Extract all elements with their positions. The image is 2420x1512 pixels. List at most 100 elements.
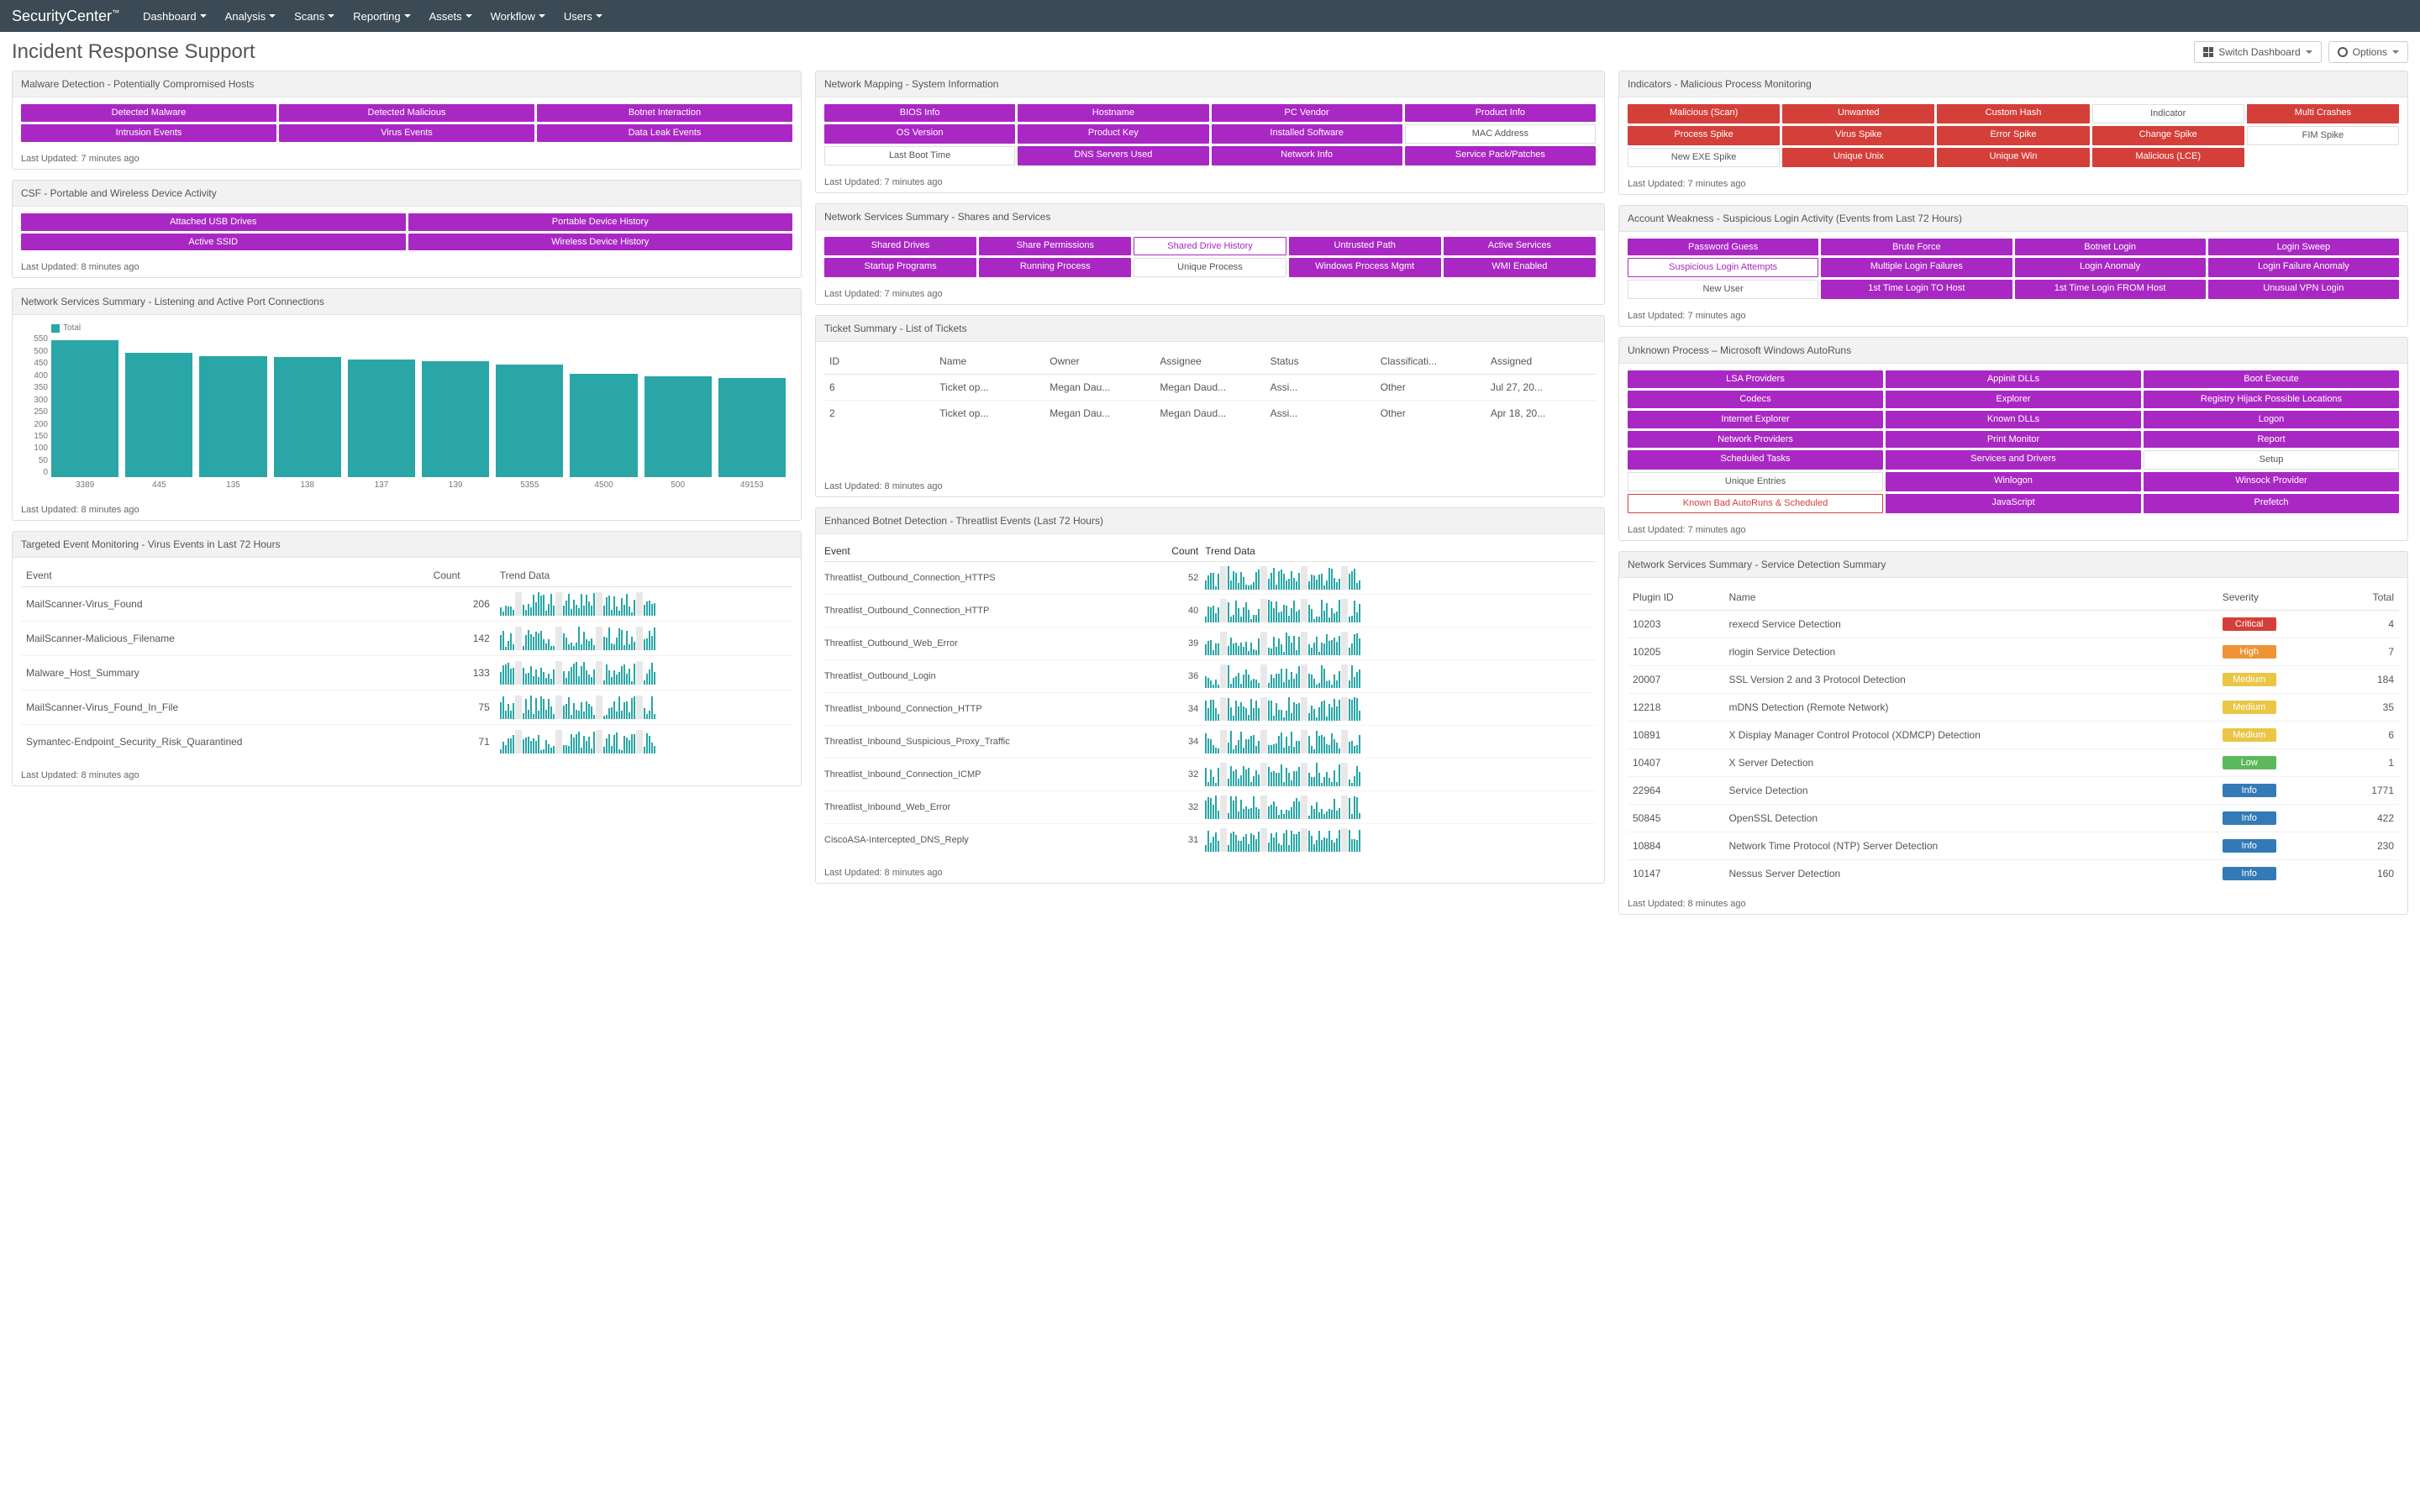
- nav-dashboard[interactable]: Dashboard: [143, 10, 207, 23]
- tile[interactable]: Codecs: [1628, 391, 1883, 408]
- tile[interactable]: Windows Process Mgmt: [1289, 258, 1441, 277]
- tile[interactable]: Report: [2144, 431, 2399, 449]
- tile[interactable]: OS Version: [824, 124, 1015, 144]
- bar[interactable]: [348, 360, 415, 477]
- tile[interactable]: Shared Drives: [824, 237, 976, 256]
- table-row[interactable]: MailScanner-Virus_Found_In_File75: [21, 690, 792, 725]
- tile[interactable]: Appinit DLLs: [1886, 370, 2141, 388]
- tile[interactable]: Portable Device History: [408, 213, 793, 231]
- tile[interactable]: Service Pack/Patches: [1405, 146, 1596, 165]
- tile[interactable]: BIOS Info: [824, 104, 1015, 122]
- tile[interactable]: Installed Software: [1212, 124, 1402, 144]
- tile[interactable]: Product Info: [1405, 104, 1596, 122]
- tile[interactable]: Unwanted: [1782, 104, 1934, 123]
- table-row[interactable]: 50845OpenSSL DetectionInfo422: [1628, 804, 2399, 832]
- tile[interactable]: Network Info: [1212, 146, 1402, 165]
- tile[interactable]: Brute Force: [1821, 239, 2012, 256]
- tile[interactable]: Untrusted Path: [1289, 237, 1441, 256]
- threat-row[interactable]: Threatlist_Outbound_Connection_HTTP40: [824, 595, 1596, 627]
- tile[interactable]: Attached USB Drives: [21, 213, 406, 231]
- nav-workflow[interactable]: Workflow: [491, 10, 545, 23]
- bar[interactable]: [274, 357, 341, 477]
- bar[interactable]: [496, 365, 563, 478]
- table-row[interactable]: 10205rlogin Service DetectionHigh7: [1628, 638, 2399, 665]
- tile[interactable]: Active Services: [1444, 237, 1596, 256]
- tile[interactable]: Running Process: [979, 258, 1131, 277]
- tile[interactable]: Prefetch: [2144, 494, 2399, 513]
- tile[interactable]: Unusual VPN Login: [2208, 280, 2399, 299]
- tile[interactable]: Setup: [2144, 450, 2399, 470]
- threat-row[interactable]: CiscoASA-Intercepted_DNS_Reply31: [824, 824, 1596, 856]
- tile[interactable]: FIM Spike: [2247, 126, 2399, 145]
- tile[interactable]: Shared Drive History: [1134, 237, 1286, 256]
- tile[interactable]: Winlogon: [1886, 472, 2141, 491]
- tile[interactable]: Wireless Device History: [408, 234, 793, 251]
- tile[interactable]: New User: [1628, 280, 1818, 299]
- table-row[interactable]: MailScanner-Virus_Found206: [21, 587, 792, 622]
- tile[interactable]: Unique Win: [1937, 148, 2089, 167]
- tile[interactable]: Custom Hash: [1937, 104, 2089, 123]
- bar[interactable]: [644, 376, 712, 477]
- tile[interactable]: 1st Time Login TO Host: [1821, 280, 2012, 299]
- threat-row[interactable]: Threatlist_Inbound_Connection_HTTP34: [824, 693, 1596, 726]
- bar[interactable]: [199, 356, 266, 478]
- tile[interactable]: Winsock Provider: [2144, 472, 2399, 491]
- tile[interactable]: Unique Entries: [1628, 472, 1883, 491]
- table-row[interactable]: MailScanner-Malicious_Filename142: [21, 622, 792, 656]
- table-row[interactable]: 10891X Display Manager Control Protocol …: [1628, 721, 2399, 748]
- tile[interactable]: Login Anomaly: [2015, 258, 2206, 277]
- table-row[interactable]: Symantec-Endpoint_Security_Risk_Quaranti…: [21, 725, 792, 759]
- tile[interactable]: Indicator: [2092, 104, 2244, 123]
- threat-row[interactable]: Threatlist_Outbound_Login36: [824, 660, 1596, 693]
- tile[interactable]: Active SSID: [21, 234, 406, 251]
- table-row[interactable]: 20007SSL Version 2 and 3 Protocol Detect…: [1628, 665, 2399, 693]
- tile[interactable]: LSA Providers: [1628, 370, 1883, 388]
- tile[interactable]: Last Boot Time: [824, 146, 1015, 165]
- table-row[interactable]: 10407X Server DetectionLow1: [1628, 748, 2399, 776]
- tile[interactable]: DNS Servers Used: [1018, 146, 1208, 165]
- table-row[interactable]: 10147Nessus Server DetectionInfo160: [1628, 859, 2399, 887]
- tile[interactable]: Virus Spike: [1782, 126, 1934, 145]
- tile[interactable]: Services and Drivers: [1886, 450, 2141, 470]
- threat-row[interactable]: Threatlist_Outbound_Connection_HTTPS52: [824, 562, 1596, 595]
- tile[interactable]: Virus Events: [279, 124, 534, 142]
- tile[interactable]: Suspicious Login Attempts: [1628, 258, 1818, 277]
- tile[interactable]: Botnet Interaction: [537, 104, 792, 122]
- tile[interactable]: Boot Execute: [2144, 370, 2399, 388]
- bar[interactable]: [422, 361, 489, 478]
- options-button[interactable]: Options: [2328, 41, 2408, 63]
- tile[interactable]: PC Vendor: [1212, 104, 1402, 122]
- tile[interactable]: Detected Malware: [21, 104, 276, 122]
- threat-row[interactable]: Threatlist_Inbound_Connection_ICMP32: [824, 759, 1596, 791]
- tile[interactable]: JavaScript: [1886, 494, 2141, 513]
- tile[interactable]: Known Bad AutoRuns & Scheduled: [1628, 494, 1883, 513]
- tile[interactable]: Explorer: [1886, 391, 2141, 408]
- table-row[interactable]: Malware_Host_Summary133: [21, 656, 792, 690]
- tile[interactable]: Data Leak Events: [537, 124, 792, 142]
- tile[interactable]: MAC Address: [1405, 124, 1596, 144]
- tile[interactable]: Product Key: [1018, 124, 1208, 144]
- tile[interactable]: Registry Hijack Possible Locations: [2144, 391, 2399, 408]
- table-row[interactable]: 12218mDNS Detection (Remote Network)Medi…: [1628, 693, 2399, 721]
- tile[interactable]: Detected Malicious: [279, 104, 534, 122]
- tile[interactable]: Known DLLs: [1886, 411, 2141, 428]
- tile[interactable]: Print Monitor: [1886, 431, 2141, 449]
- tile[interactable]: Multiple Login Failures: [1821, 258, 2012, 277]
- table-row[interactable]: 22964Service DetectionInfo1771: [1628, 776, 2399, 804]
- bar[interactable]: [51, 340, 118, 477]
- nav-reporting[interactable]: Reporting: [353, 10, 410, 23]
- tile[interactable]: Network Providers: [1628, 431, 1883, 449]
- threat-row[interactable]: Threatlist_Inbound_Web_Error32: [824, 791, 1596, 824]
- tile[interactable]: Internet Explorer: [1628, 411, 1883, 428]
- threat-row[interactable]: Threatlist_Inbound_Suspicious_Proxy_Traf…: [824, 726, 1596, 759]
- nav-scans[interactable]: Scans: [294, 10, 334, 23]
- nav-analysis[interactable]: Analysis: [225, 10, 276, 23]
- table-row[interactable]: 10203rexecd Service DetectionCritical4: [1628, 610, 2399, 638]
- switch-dashboard-button[interactable]: Switch Dashboard: [2194, 41, 2321, 63]
- tile[interactable]: Login Failure Anomaly: [2208, 258, 2399, 277]
- tile[interactable]: New EXE Spike: [1628, 148, 1780, 167]
- tile[interactable]: Startup Programs: [824, 258, 976, 277]
- tile[interactable]: Process Spike: [1628, 126, 1780, 145]
- tile[interactable]: 1st Time Login FROM Host: [2015, 280, 2206, 299]
- tile[interactable]: Unique Process: [1134, 258, 1286, 277]
